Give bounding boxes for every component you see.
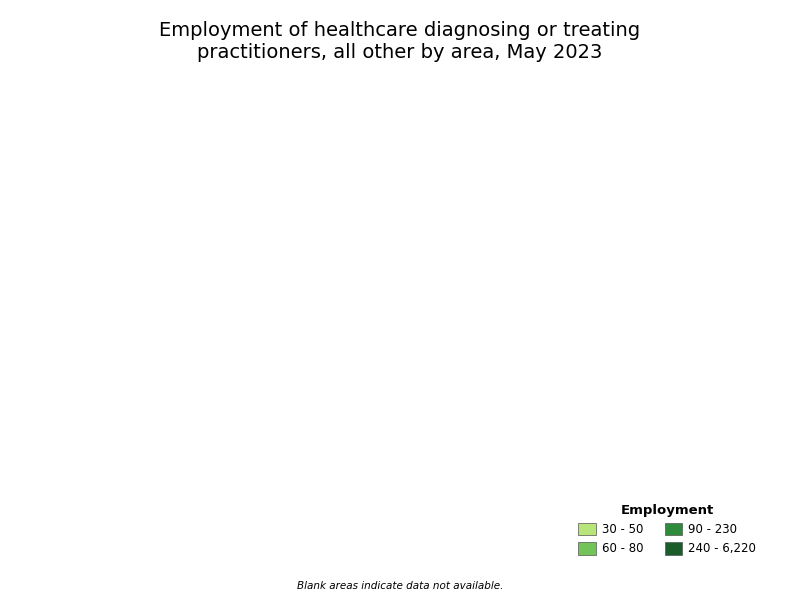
Text: Blank areas indicate data not available.: Blank areas indicate data not available. <box>297 581 503 591</box>
Text: Employment of healthcare diagnosing or treating
practitioners, all other by area: Employment of healthcare diagnosing or t… <box>159 21 641 62</box>
Legend: 30 - 50, 60 - 80, 90 - 230, 240 - 6,220: 30 - 50, 60 - 80, 90 - 230, 240 - 6,220 <box>573 498 762 561</box>
